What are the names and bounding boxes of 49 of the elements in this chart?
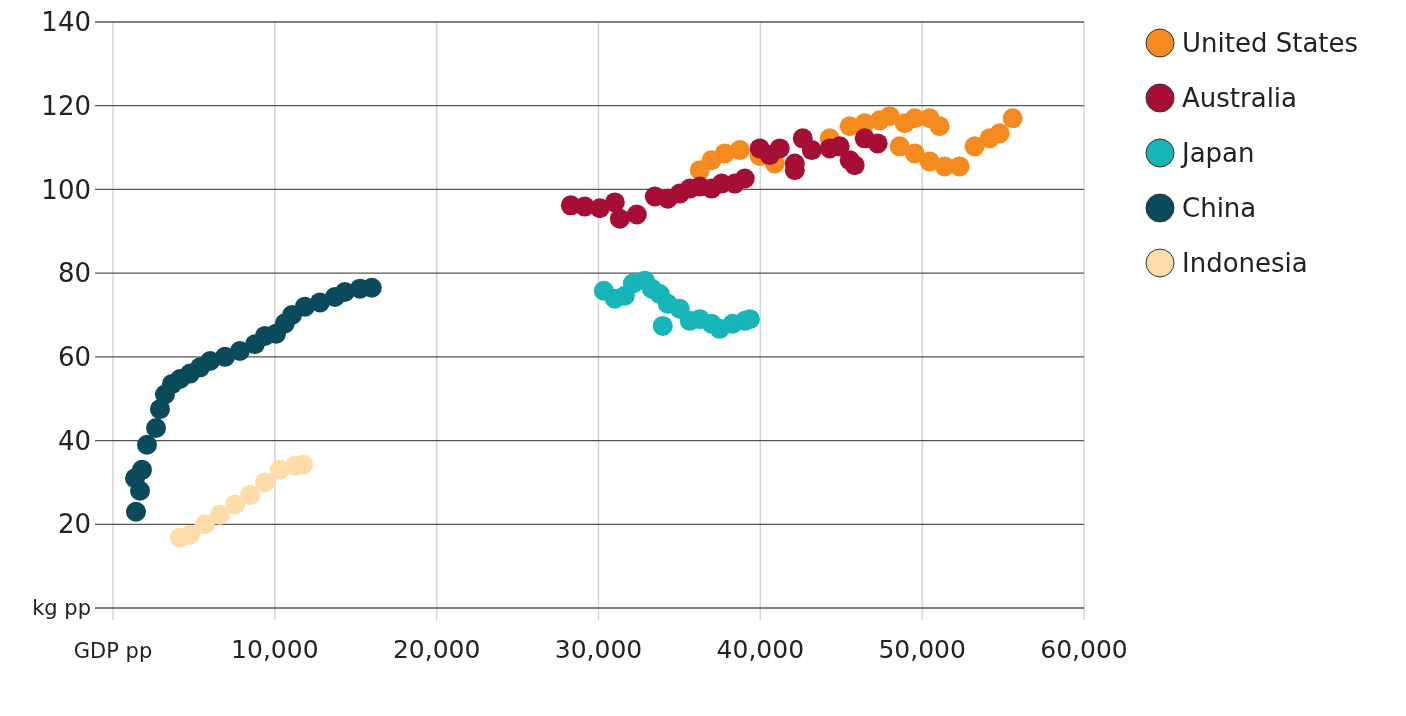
y-tick-label: 60 (57, 341, 91, 372)
legend-label: United States (1182, 28, 1359, 59)
point (867, 133, 888, 154)
x-tick-label: 60,000 (1040, 635, 1128, 664)
point (224, 494, 245, 515)
y-tick-label: 80 (57, 258, 91, 289)
point (194, 514, 215, 535)
point (964, 136, 985, 157)
x-tick-label: 30,000 (554, 635, 643, 664)
point (209, 504, 230, 525)
point (609, 208, 630, 229)
x-tick-label: 40,000 (716, 635, 805, 664)
point (131, 459, 152, 480)
point (229, 341, 250, 361)
legend-label: China (1182, 193, 1257, 224)
point (929, 116, 950, 137)
legend-label: Indonesia (1182, 248, 1308, 279)
point (801, 140, 822, 161)
point (734, 168, 755, 189)
point (136, 434, 157, 455)
y-tick-label: 40 (57, 425, 91, 456)
x-tick-label: 10,000 (231, 635, 319, 664)
y-tick-label: 100 (41, 174, 91, 205)
x-tick-label: 50,000 (878, 635, 966, 664)
y-tick-label: 140 (41, 7, 91, 38)
x-tick-label: 20,000 (392, 635, 481, 664)
point (125, 501, 146, 522)
point (239, 484, 260, 505)
point (604, 192, 625, 213)
point (254, 472, 275, 493)
y-tick-label: 120 (41, 90, 91, 121)
point (949, 156, 970, 177)
point (729, 140, 750, 161)
point (904, 143, 925, 164)
y-tick-label: 20 (57, 509, 91, 540)
legend-label: Japan (1180, 138, 1255, 169)
point (844, 155, 865, 176)
point (180, 524, 201, 545)
point (146, 418, 167, 439)
point (652, 315, 673, 336)
point (1002, 108, 1023, 129)
point (889, 136, 910, 157)
point (626, 204, 647, 225)
point (769, 138, 790, 159)
x-tick-label: GDP pp (73, 639, 153, 663)
point (989, 123, 1010, 144)
point (879, 106, 900, 127)
y-tick-label: kg pp (32, 596, 91, 621)
legend-label: Australia (1182, 83, 1298, 114)
